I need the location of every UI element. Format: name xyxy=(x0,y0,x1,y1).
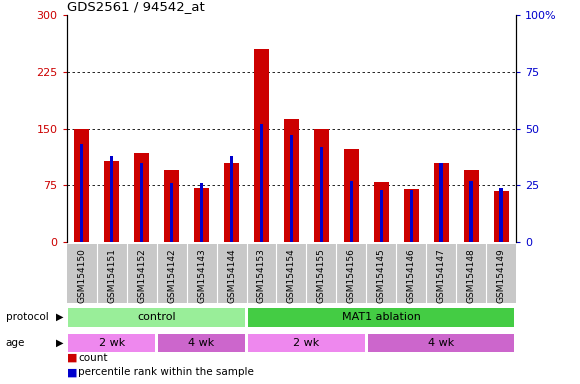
Bar xyxy=(434,163,449,242)
Bar xyxy=(344,149,359,242)
Bar xyxy=(409,190,413,242)
Bar xyxy=(170,183,173,242)
Bar xyxy=(134,153,149,242)
Text: 2 wk: 2 wk xyxy=(293,338,320,348)
Text: MAT1 ablation: MAT1 ablation xyxy=(342,312,420,322)
Bar xyxy=(314,129,329,242)
Bar xyxy=(158,334,245,352)
Text: GSM154149: GSM154149 xyxy=(496,248,506,303)
Bar xyxy=(224,163,239,242)
Text: 2 wk: 2 wk xyxy=(99,338,125,348)
Text: GSM154148: GSM154148 xyxy=(467,248,476,303)
Bar xyxy=(248,308,514,326)
Text: GSM154147: GSM154147 xyxy=(437,248,446,303)
Bar xyxy=(140,163,143,242)
Bar xyxy=(368,334,514,352)
Text: GSM154154: GSM154154 xyxy=(287,248,296,303)
Text: age: age xyxy=(6,338,25,348)
Bar xyxy=(404,189,419,242)
Text: 4 wk: 4 wk xyxy=(188,338,215,348)
Text: GSM154153: GSM154153 xyxy=(257,248,266,303)
Text: GSM154156: GSM154156 xyxy=(347,248,356,303)
Text: ■: ■ xyxy=(67,353,77,363)
Text: 4 wk: 4 wk xyxy=(428,338,454,348)
Bar xyxy=(499,187,503,242)
Text: GSM154142: GSM154142 xyxy=(167,248,176,303)
Bar xyxy=(230,156,233,242)
Bar xyxy=(320,147,323,242)
Bar xyxy=(440,163,443,242)
Bar xyxy=(248,334,365,352)
Bar xyxy=(374,182,389,242)
Text: GSM154145: GSM154145 xyxy=(377,248,386,303)
Bar xyxy=(469,181,473,242)
Text: percentile rank within the sample: percentile rank within the sample xyxy=(78,367,254,377)
Bar xyxy=(350,181,353,242)
Text: GSM154152: GSM154152 xyxy=(137,248,146,303)
Bar xyxy=(110,156,114,242)
Bar xyxy=(379,190,383,242)
Text: ▶: ▶ xyxy=(56,312,63,322)
Text: ■: ■ xyxy=(67,367,77,377)
Bar xyxy=(104,161,119,242)
Bar xyxy=(74,129,89,242)
Text: GSM154143: GSM154143 xyxy=(197,248,206,303)
Text: GSM154150: GSM154150 xyxy=(77,248,86,303)
Bar xyxy=(164,170,179,242)
Text: GDS2561 / 94542_at: GDS2561 / 94542_at xyxy=(67,0,204,13)
Text: GSM154151: GSM154151 xyxy=(107,248,116,303)
Bar xyxy=(289,136,293,242)
Text: control: control xyxy=(137,312,176,322)
Bar xyxy=(494,190,509,242)
Text: GSM154146: GSM154146 xyxy=(407,248,416,303)
Bar xyxy=(260,124,263,242)
Bar xyxy=(68,308,245,326)
Bar xyxy=(284,119,299,242)
Bar xyxy=(200,183,204,242)
Text: ▶: ▶ xyxy=(56,338,63,348)
Text: protocol: protocol xyxy=(6,312,49,322)
Bar xyxy=(80,144,84,242)
Bar xyxy=(254,50,269,242)
Text: GSM154155: GSM154155 xyxy=(317,248,326,303)
Text: count: count xyxy=(78,353,108,363)
Bar xyxy=(464,170,478,242)
Bar xyxy=(194,187,209,242)
Text: GSM154144: GSM154144 xyxy=(227,248,236,303)
Bar xyxy=(68,334,155,352)
